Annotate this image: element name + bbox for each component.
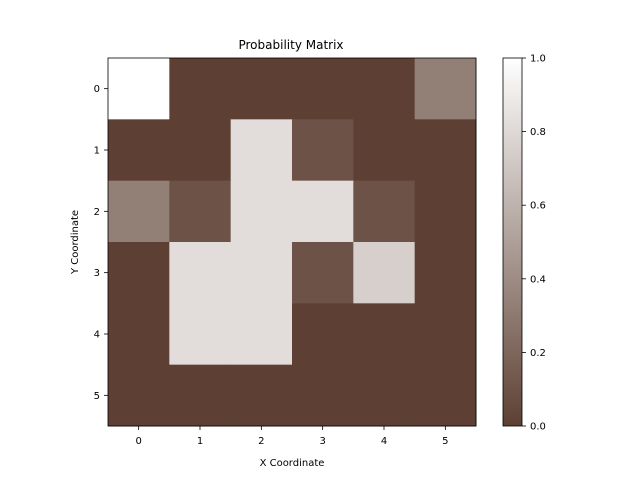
x-axis-ticks: 0 1 2 3 4 5 bbox=[135, 426, 449, 447]
heatmap-cell-r5-c1 bbox=[169, 364, 232, 427]
heatmap-cell-r4-c1 bbox=[169, 303, 232, 366]
heatmap-cell-r5-c2 bbox=[230, 364, 293, 427]
heatmap-cell-r3-c3 bbox=[292, 242, 354, 304]
colorbar-tick-label: 0.0 bbox=[530, 422, 546, 433]
heatmap-cell-r4-c0 bbox=[108, 303, 170, 366]
heatmap-cell-r0-c1 bbox=[169, 58, 232, 120]
heatmap-cell-r5-c3 bbox=[292, 364, 354, 427]
colorbar-tick-label: 0.6 bbox=[530, 201, 546, 212]
heatmap-cell-r4-c2 bbox=[230, 303, 293, 366]
x-tick-label: 5 bbox=[442, 436, 448, 447]
y-tick-label: 5 bbox=[94, 391, 100, 402]
y-tick-label: 1 bbox=[94, 146, 100, 157]
y-tick-label: 3 bbox=[94, 268, 100, 279]
x-axis-label: X Coordinate bbox=[260, 458, 325, 469]
x-tick-label: 3 bbox=[319, 436, 325, 447]
heatmap-cell-r2-c3 bbox=[292, 180, 354, 243]
x-tick-label: 2 bbox=[258, 436, 264, 447]
heatmap-cell-r4-c4 bbox=[353, 303, 416, 366]
colorbar-ticks: 0.0 0.2 0.4 0.6 0.8 1.0 bbox=[522, 54, 546, 433]
heatmap-cell-r5-c5 bbox=[414, 364, 477, 427]
heatmap-cell-r5-c4 bbox=[353, 364, 416, 427]
heatmap-cell-r4-c5 bbox=[414, 303, 477, 366]
heatmap-cell-r3-c4 bbox=[353, 242, 416, 304]
x-tick-label: 4 bbox=[381, 436, 387, 447]
heatmap-cell-r4-c3 bbox=[292, 303, 354, 366]
heatmap-cell-r0-c0 bbox=[108, 58, 170, 120]
heatmap-cell-r1-c1 bbox=[169, 119, 232, 182]
colorbar-tick-label: 1.0 bbox=[530, 54, 546, 65]
heatmap-cell-r2-c2 bbox=[230, 180, 293, 243]
chart-title: Probability Matrix bbox=[238, 38, 343, 52]
heatmap-cell-r3-c5 bbox=[414, 242, 477, 304]
heatmap-cell-r5-c0 bbox=[108, 364, 170, 427]
colorbar: 0.0 0.2 0.4 0.6 0.8 1.0 bbox=[502, 54, 546, 433]
y-axis-ticks: 0 1 2 3 4 5 bbox=[94, 84, 108, 402]
heatmap-cell-r2-c5 bbox=[414, 180, 477, 243]
y-axis-label: Y Coordinate bbox=[70, 210, 81, 275]
heatmap-cell-r2-c4 bbox=[353, 180, 416, 243]
heatmap-cell-r3-c2 bbox=[230, 242, 293, 304]
heatmap-cells bbox=[108, 58, 477, 427]
y-tick-label: 0 bbox=[94, 84, 100, 95]
colorbar-gradient bbox=[502, 57, 523, 427]
y-tick-label: 2 bbox=[94, 207, 100, 218]
colorbar-tick-label: 0.2 bbox=[530, 348, 546, 359]
plot-frame bbox=[107, 57, 477, 427]
heatmap-cell-r1-c2 bbox=[230, 119, 293, 182]
heatmap-cell-r1-c5 bbox=[414, 119, 477, 182]
colorbar-tick-label: 0.4 bbox=[530, 274, 546, 285]
y-tick-label: 4 bbox=[94, 330, 100, 341]
heatmap-cell-r1-c3 bbox=[292, 119, 354, 182]
x-tick-label: 1 bbox=[197, 436, 203, 447]
heatmap-cell-r3-c0 bbox=[108, 242, 170, 304]
colorbar-tick-label: 0.8 bbox=[530, 127, 546, 138]
heatmap-cell-r1-c4 bbox=[353, 119, 416, 182]
heatmap-cell-r2-c0 bbox=[108, 180, 170, 243]
heatmap-cell-r2-c1 bbox=[169, 180, 232, 243]
heatmap-cell-r0-c5 bbox=[414, 58, 477, 120]
x-tick-label: 0 bbox=[135, 436, 141, 447]
heatmap-cell-r0-c2 bbox=[230, 58, 293, 120]
heatmap-cell-r3-c1 bbox=[169, 242, 232, 304]
heatmap-cell-r1-c0 bbox=[108, 119, 170, 182]
heatmap-cell-r0-c4 bbox=[353, 58, 416, 120]
heatmap-cell-r0-c3 bbox=[292, 58, 354, 120]
